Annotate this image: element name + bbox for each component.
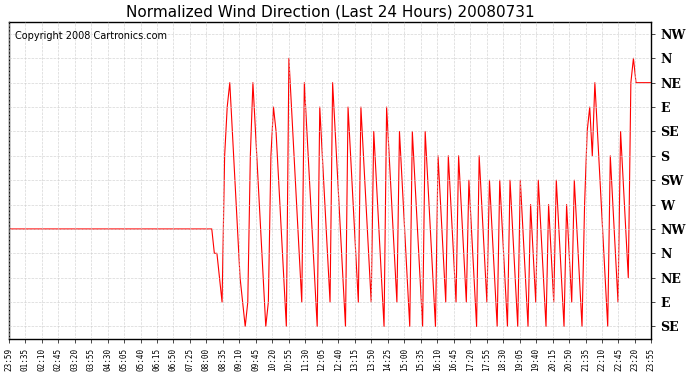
- Text: Copyright 2008 Cartronics.com: Copyright 2008 Cartronics.com: [15, 31, 167, 41]
- Title: Normalized Wind Direction (Last 24 Hours) 20080731: Normalized Wind Direction (Last 24 Hours…: [126, 4, 534, 19]
